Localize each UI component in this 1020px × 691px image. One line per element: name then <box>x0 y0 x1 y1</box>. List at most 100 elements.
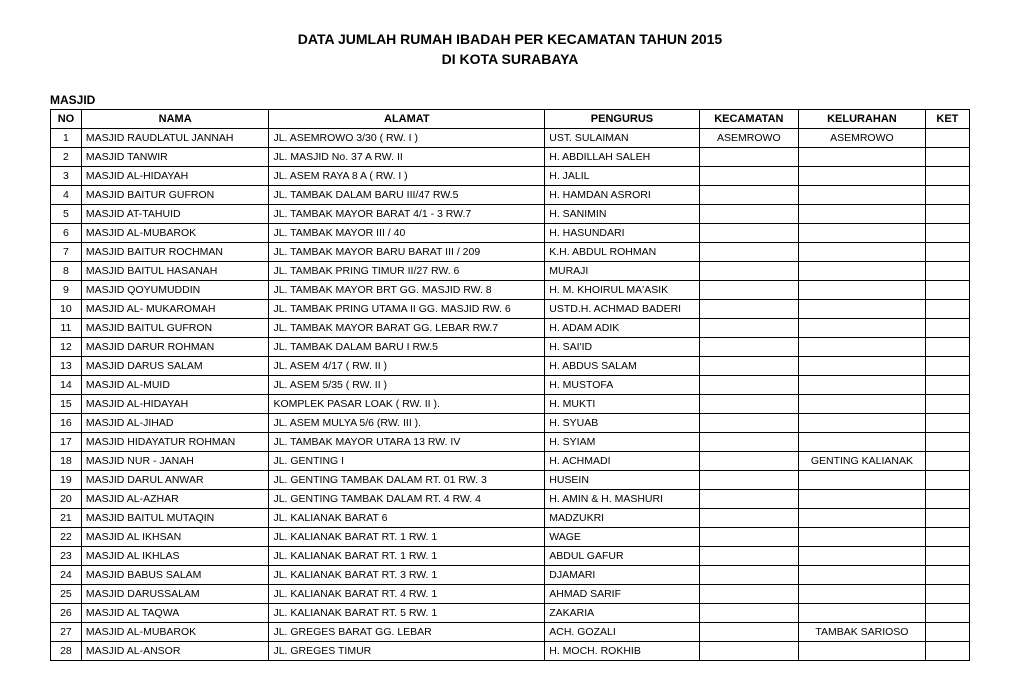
cell-kelurahan <box>798 547 925 566</box>
cell-pengurus: DJAMARI <box>545 566 699 585</box>
cell-ket <box>925 566 969 585</box>
cell-alamat: JL. KALIANAK BARAT RT. 3 RW. 1 <box>269 566 545 585</box>
cell-pengurus: H. ABDUS SALAM <box>545 357 699 376</box>
cell-no: 4 <box>51 186 82 205</box>
cell-ket <box>925 376 969 395</box>
cell-nama: MASJID DARUS SALAM <box>81 357 269 376</box>
cell-pengurus: MURAJI <box>545 262 699 281</box>
cell-alamat: JL. TAMBAK PRING UTAMA II GG. MASJID RW.… <box>269 300 545 319</box>
cell-nama: MASJID AL-HIDAYAH <box>81 395 269 414</box>
cell-ket <box>925 604 969 623</box>
cell-nama: MASJID AL IKHSAN <box>81 528 269 547</box>
cell-pengurus: H. JALIL <box>545 167 699 186</box>
cell-alamat: JL. ASEM 5/35 ( RW. II ) <box>269 376 545 395</box>
cell-kecamatan <box>699 623 798 642</box>
cell-no: 11 <box>51 319 82 338</box>
cell-kelurahan <box>798 376 925 395</box>
table-row: 28MASJID AL-ANSORJL. GREGES TIMURH. MOCH… <box>51 642 970 661</box>
cell-kelurahan <box>798 338 925 357</box>
cell-alamat: KOMPLEK PASAR LOAK ( RW. II ). <box>269 395 545 414</box>
cell-kelurahan <box>798 205 925 224</box>
table-row: 13MASJID DARUS SALAMJL. ASEM 4/17 ( RW. … <box>51 357 970 376</box>
cell-nama: MASJID TANWIR <box>81 148 269 167</box>
cell-kecamatan <box>699 566 798 585</box>
cell-pengurus: WAGE <box>545 528 699 547</box>
cell-pengurus: H. M. KHOIRUL MA'ASIK <box>545 281 699 300</box>
title-line-1: DATA JUMLAH RUMAH IBADAH PER KECAMATAN T… <box>50 30 970 50</box>
cell-no: 10 <box>51 300 82 319</box>
table-header-row: NO NAMA ALAMAT PENGURUS KECAMATAN KELURA… <box>51 110 970 129</box>
cell-no: 17 <box>51 433 82 452</box>
cell-no: 2 <box>51 148 82 167</box>
cell-kecamatan <box>699 186 798 205</box>
data-table: NO NAMA ALAMAT PENGURUS KECAMATAN KELURA… <box>50 109 970 661</box>
cell-alamat: JL. TAMBAK MAYOR III / 40 <box>269 224 545 243</box>
cell-nama: MASJID BAITUL MUTAQIN <box>81 509 269 528</box>
cell-ket <box>925 490 969 509</box>
cell-nama: MASJID DARUL ANWAR <box>81 471 269 490</box>
table-row: 10MASJID AL- MUKAROMAHJL. TAMBAK PRING U… <box>51 300 970 319</box>
cell-no: 28 <box>51 642 82 661</box>
cell-kecamatan <box>699 262 798 281</box>
cell-pengurus: H. MOCH. ROKHIB <box>545 642 699 661</box>
cell-alamat: JL. ASEM 4/17 ( RW. II ) <box>269 357 545 376</box>
cell-no: 6 <box>51 224 82 243</box>
table-row: 17MASJID HIDAYATUR ROHMANJL. TAMBAK MAYO… <box>51 433 970 452</box>
cell-pengurus: USTD.H. ACHMAD BADERI <box>545 300 699 319</box>
cell-no: 21 <box>51 509 82 528</box>
cell-kecamatan <box>699 205 798 224</box>
cell-kelurahan <box>798 357 925 376</box>
cell-no: 16 <box>51 414 82 433</box>
cell-no: 27 <box>51 623 82 642</box>
cell-alamat: JL. ASEM MULYA 5/6 (RW. III ). <box>269 414 545 433</box>
cell-kecamatan <box>699 167 798 186</box>
cell-no: 18 <box>51 452 82 471</box>
table-row: 16MASJID AL-JIHADJL. ASEM MULYA 5/6 (RW.… <box>51 414 970 433</box>
cell-nama: MASJID DARUR ROHMAN <box>81 338 269 357</box>
cell-kelurahan <box>798 148 925 167</box>
cell-kecamatan <box>699 319 798 338</box>
table-row: 24MASJID BABUS SALAMJL. KALIANAK BARAT R… <box>51 566 970 585</box>
cell-nama: MASJID AL- MUKAROMAH <box>81 300 269 319</box>
cell-nama: MASJID BAITUL GUFRON <box>81 319 269 338</box>
title-line-2: DI KOTA SURABAYA <box>50 50 970 70</box>
cell-alamat: JL. GREGES BARAT GG. LEBAR <box>269 623 545 642</box>
cell-alamat: JL. GENTING TAMBAK DALAM RT. 4 RW. 4 <box>269 490 545 509</box>
cell-kelurahan <box>798 281 925 300</box>
cell-ket <box>925 357 969 376</box>
cell-pengurus: MADZUKRI <box>545 509 699 528</box>
cell-kelurahan <box>798 471 925 490</box>
cell-alamat: JL. TAMBAK DALAM BARU III/47 RW.5 <box>269 186 545 205</box>
cell-alamat: JL. TAMBAK DALAM BARU I RW.5 <box>269 338 545 357</box>
cell-kecamatan <box>699 395 798 414</box>
table-row: 4MASJID BAITUR GUFRONJL. TAMBAK DALAM BA… <box>51 186 970 205</box>
cell-nama: MASJID AL-ANSOR <box>81 642 269 661</box>
table-row: 27MASJID AL-MUBAROKJL. GREGES BARAT GG. … <box>51 623 970 642</box>
cell-alamat: JL. KALIANAK BARAT RT. 1 RW. 1 <box>269 547 545 566</box>
cell-kecamatan <box>699 452 798 471</box>
cell-kelurahan <box>798 262 925 281</box>
cell-ket <box>925 148 969 167</box>
cell-nama: MASJID AL-JIHAD <box>81 414 269 433</box>
cell-alamat: JL. GREGES TIMUR <box>269 642 545 661</box>
cell-kelurahan <box>798 528 925 547</box>
cell-alamat: JL. ASEM RAYA 8 A ( RW. I ) <box>269 167 545 186</box>
table-row: 5MASJID AT-TAHUIDJL. TAMBAK MAYOR BARAT … <box>51 205 970 224</box>
cell-no: 12 <box>51 338 82 357</box>
table-row: 1MASJID RAUDLATUL JANNAHJL. ASEMROWO 3/3… <box>51 129 970 148</box>
table-row: 9MASJID QOYUMUDDINJL. TAMBAK MAYOR BRT G… <box>51 281 970 300</box>
cell-kecamatan <box>699 300 798 319</box>
cell-pengurus: H. AMIN & H. MASHURI <box>545 490 699 509</box>
cell-ket <box>925 528 969 547</box>
header-no: NO <box>51 110 82 129</box>
cell-pengurus: H. HASUNDARI <box>545 224 699 243</box>
cell-kelurahan <box>798 300 925 319</box>
cell-ket <box>925 281 969 300</box>
cell-kelurahan <box>798 509 925 528</box>
cell-no: 9 <box>51 281 82 300</box>
cell-kecamatan <box>699 281 798 300</box>
cell-pengurus: K.H. ABDUL ROHMAN <box>545 243 699 262</box>
table-row: 6MASJID AL-MUBAROKJL. TAMBAK MAYOR III /… <box>51 224 970 243</box>
table-body: 1MASJID RAUDLATUL JANNAHJL. ASEMROWO 3/3… <box>51 129 970 661</box>
cell-nama: MASJID DARUSSALAM <box>81 585 269 604</box>
